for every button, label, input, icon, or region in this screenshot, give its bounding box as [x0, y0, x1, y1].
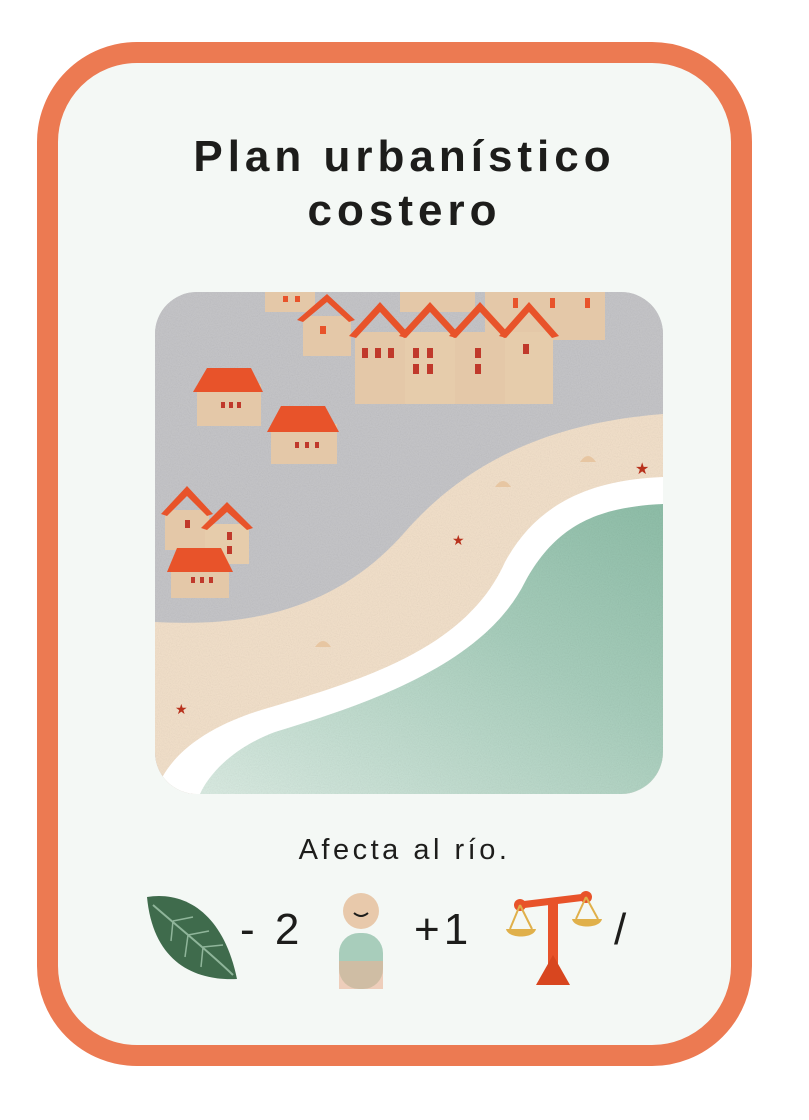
card-title-line1: Plan urbanístico [193, 132, 616, 181]
card-title: Plan urbanístico costero [0, 130, 809, 238]
shells [315, 456, 596, 647]
starfish: ★ ★ ★ [175, 459, 649, 718]
person-icon [339, 893, 383, 989]
justice-effect-value: / [614, 905, 631, 954]
town-houses [161, 292, 605, 598]
people-effect-value: +1 [414, 905, 473, 954]
svg-text:★: ★ [452, 533, 465, 549]
card-description: Afecta al río. [298, 834, 511, 866]
card-illustration: ★ ★ ★ [155, 292, 663, 794]
nature-effect-value: - 2 [240, 905, 304, 954]
svg-text:★: ★ [175, 702, 188, 718]
leaf-icon [147, 895, 237, 980]
svg-text:★: ★ [635, 459, 649, 478]
scales-icon [506, 891, 602, 985]
card-title-line2: costero [307, 186, 502, 235]
effects-row: - 2 +1 / [0, 885, 809, 995]
sea-area [200, 504, 663, 794]
